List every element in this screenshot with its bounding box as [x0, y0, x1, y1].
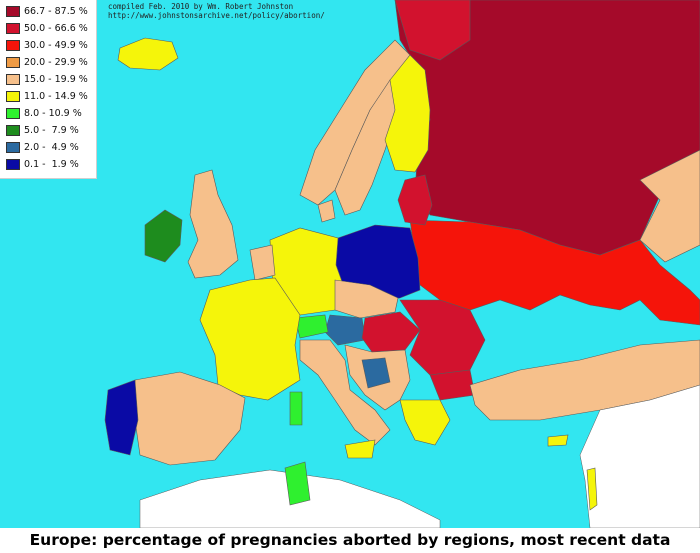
- region-greece: [399, 399, 451, 446]
- region-iceland: [117, 37, 179, 71]
- region-ireland: [144, 209, 183, 263]
- region-portugal: [104, 379, 139, 456]
- legend-swatch: [6, 107, 20, 119]
- region-no-data-middle-east: [579, 384, 700, 528]
- legend-item: 50.0 - 66.6 %: [6, 21, 88, 35]
- legend-label: 66.7 - 87.5 %: [24, 5, 88, 17]
- region-great-britain: [187, 169, 239, 279]
- region-sicily: [344, 439, 376, 459]
- legend-swatch: [6, 56, 20, 68]
- region-switzerland: [294, 314, 329, 339]
- legend-swatch: [6, 90, 20, 102]
- region-italy: [299, 339, 391, 446]
- legend: 66.7 - 87.5 % 50.0 - 66.6 % 30.0 - 49.9 % 2…: [0, 0, 97, 179]
- region-tunisia: [284, 461, 311, 506]
- legend-label: 50.0 - 66.6 %: [24, 22, 88, 34]
- legend-swatch: [6, 141, 20, 153]
- legend-item: 20.0 - 29.9 %: [6, 55, 88, 69]
- europe-choropleth-map: [0, 0, 700, 528]
- legend-label: 8.0 - 10.9 %: [24, 107, 82, 119]
- legend-item: 11.0 - 14.9 %: [6, 89, 88, 103]
- map-title: Europe: percentage of pregnancies aborte…: [0, 528, 700, 553]
- legend-item: 66.7 - 87.5 %: [6, 4, 88, 18]
- region-bosnia: [361, 357, 391, 389]
- legend-swatch: [6, 22, 20, 34]
- credit-line-2: http://www.johnstonsarchive.net/policy/a…: [108, 11, 325, 20]
- legend-label: 5.0 - 7.9 %: [24, 124, 79, 136]
- region-czech-slovakia: [334, 279, 399, 319]
- legend-item: 15.0 - 19.9 %: [6, 72, 88, 86]
- region-benelux: [249, 244, 276, 281]
- legend-label: 15.0 - 19.9 %: [24, 73, 88, 85]
- legend-label: 2.0 - 4.9 %: [24, 141, 79, 153]
- legend-item: 30.0 - 49.9 %: [6, 38, 88, 52]
- region-israel: [586, 467, 598, 511]
- legend-item: 2.0 - 4.9 %: [6, 140, 79, 154]
- region-denmark: [317, 199, 336, 223]
- legend-swatch: [6, 73, 20, 85]
- region-finland: [384, 54, 431, 173]
- legend-label: 0.1 - 1.9 %: [24, 158, 79, 170]
- credit-text: compiled Feb. 2010 by Wm. Robert Johnsto…: [108, 2, 325, 20]
- region-spain: [134, 371, 246, 466]
- legend-label: 11.0 - 14.9 %: [24, 90, 88, 102]
- region-kazakhstan: [639, 149, 700, 263]
- region-cyprus: [547, 434, 569, 447]
- legend-swatch: [6, 5, 20, 17]
- legend-item: 0.1 - 1.9 %: [6, 157, 79, 171]
- region-sardinia: [289, 391, 303, 426]
- legend-swatch: [6, 124, 20, 136]
- legend-swatch: [6, 39, 20, 51]
- region-baltics: [397, 174, 433, 226]
- legend-label: 20.0 - 29.9 %: [24, 56, 88, 68]
- legend-item: 5.0 - 7.9 %: [6, 123, 79, 137]
- legend-swatch: [6, 158, 20, 170]
- legend-item: 8.0 - 10.9 %: [6, 106, 82, 120]
- region-france: [199, 277, 301, 401]
- region-kola: [394, 0, 471, 61]
- credit-line-1: compiled Feb. 2010 by Wm. Robert Johnsto…: [108, 2, 294, 11]
- legend-label: 30.0 - 49.9 %: [24, 39, 88, 51]
